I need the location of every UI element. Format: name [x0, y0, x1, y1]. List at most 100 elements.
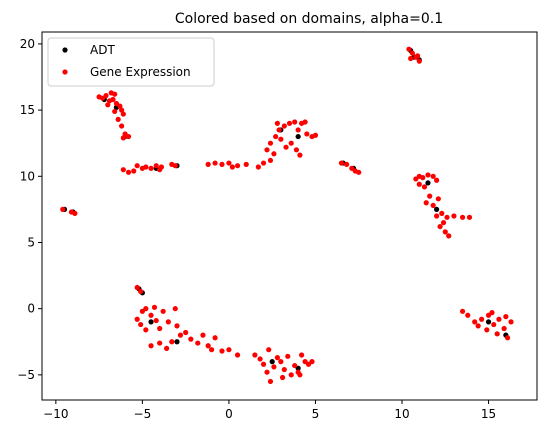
- scatter-point: [446, 233, 452, 239]
- scatter-point: [120, 111, 126, 117]
- y-tick-label: 0: [27, 302, 35, 316]
- scatter-point: [234, 352, 241, 358]
- scatter-point: [288, 372, 294, 378]
- scatter-point: [484, 327, 490, 333]
- scatter-point: [200, 332, 206, 338]
- scatter-point: [475, 323, 481, 329]
- scatter-point: [479, 316, 485, 322]
- scatter-point: [285, 353, 291, 359]
- scatter-point: [169, 339, 175, 345]
- scatter-point: [160, 308, 166, 314]
- scatter-point: [338, 160, 345, 166]
- scatter-point: [288, 140, 294, 146]
- scatter-point: [157, 167, 163, 173]
- scatter-point: [120, 167, 126, 173]
- scatter-point: [164, 345, 170, 351]
- scatter-point: [421, 184, 428, 190]
- scatter-point: [408, 55, 414, 62]
- scatter-point: [279, 374, 286, 381]
- legend-marker: [62, 69, 68, 75]
- scatter-points: [60, 46, 514, 385]
- series-gene-expression: [60, 46, 514, 385]
- scatter-point: [504, 335, 511, 341]
- scatter-point: [416, 58, 422, 64]
- scatter-point: [437, 223, 443, 230]
- scatter-point: [356, 169, 362, 175]
- scatter-point: [278, 136, 284, 142]
- y-tick-label: 15: [20, 103, 35, 117]
- scatter-point: [103, 92, 109, 99]
- scatter-point: [425, 172, 431, 178]
- y-tick-label: 5: [27, 235, 35, 249]
- scatter-point: [260, 160, 267, 166]
- scatter-point: [430, 173, 436, 179]
- scatter-point: [273, 133, 279, 140]
- scatter-point: [138, 288, 144, 295]
- scatter-point: [423, 200, 429, 206]
- scatter-point: [281, 366, 287, 373]
- scatter-point: [148, 319, 154, 325]
- plot-frame: [41, 31, 538, 401]
- scatter-point: [226, 347, 232, 353]
- scatter-point: [309, 359, 315, 365]
- scatter-point: [153, 317, 159, 324]
- scatter-point: [252, 352, 258, 358]
- scatter-point: [459, 214, 466, 220]
- scatter-point: [267, 378, 274, 385]
- scatter-point: [264, 369, 270, 375]
- scatter-point: [406, 46, 412, 52]
- scatter-point: [489, 310, 495, 316]
- scatter-point: [143, 327, 149, 333]
- scatter-point: [195, 340, 201, 346]
- scatter-point: [267, 140, 274, 146]
- scatter-point: [257, 356, 263, 362]
- scatter-point: [297, 152, 303, 158]
- scatter-point: [274, 355, 280, 361]
- scatter-point: [125, 169, 132, 175]
- x-tick-label: 0: [225, 407, 233, 421]
- scatter-point: [112, 108, 118, 115]
- scatter-point: [269, 359, 275, 365]
- scatter-point: [414, 53, 421, 59]
- scatter-point: [435, 196, 441, 202]
- scatter-point: [139, 308, 145, 314]
- scatter-point: [430, 202, 436, 209]
- legend: ADT Gene Expression: [47, 37, 215, 87]
- scatter-point: [110, 96, 116, 103]
- scatter-point: [344, 161, 350, 167]
- scatter-point: [264, 147, 270, 153]
- scatter-point: [496, 316, 502, 322]
- x-axis: −10 −5 0 5 10 15: [43, 400, 496, 421]
- scatter-point: [278, 359, 284, 365]
- scatter-point: [444, 214, 450, 220]
- scatter-point: [466, 214, 473, 220]
- x-tick-label: 15: [481, 407, 496, 421]
- scatter-point: [174, 339, 180, 345]
- scatter-point: [151, 304, 158, 310]
- y-tick-label: 20: [20, 37, 35, 51]
- scatter-point: [276, 127, 282, 133]
- scatter-point: [148, 343, 154, 349]
- scatter-point: [60, 206, 66, 212]
- scatter-point: [465, 312, 471, 318]
- x-tick-label: −10: [43, 407, 68, 421]
- scatter-point: [427, 193, 433, 199]
- scatter-point: [134, 163, 140, 169]
- scatter-point: [188, 336, 194, 342]
- x-tick-label: 10: [394, 407, 409, 421]
- scatter-point: [134, 316, 140, 322]
- scatter-point: [72, 210, 78, 216]
- scatter-point: [125, 133, 132, 140]
- scatter-point: [271, 151, 277, 157]
- scatter-point: [157, 340, 163, 346]
- x-tick-label: 5: [312, 407, 320, 421]
- y-axis: −5 0 5 10 15 20: [17, 37, 42, 382]
- scatter-point: [440, 220, 447, 226]
- scatter-point: [119, 123, 125, 129]
- scatter-point: [286, 120, 293, 126]
- scatter-point: [416, 181, 422, 187]
- scatter-point: [293, 147, 300, 153]
- legend-label: Gene Expression: [90, 65, 191, 79]
- scatter-point: [292, 362, 298, 369]
